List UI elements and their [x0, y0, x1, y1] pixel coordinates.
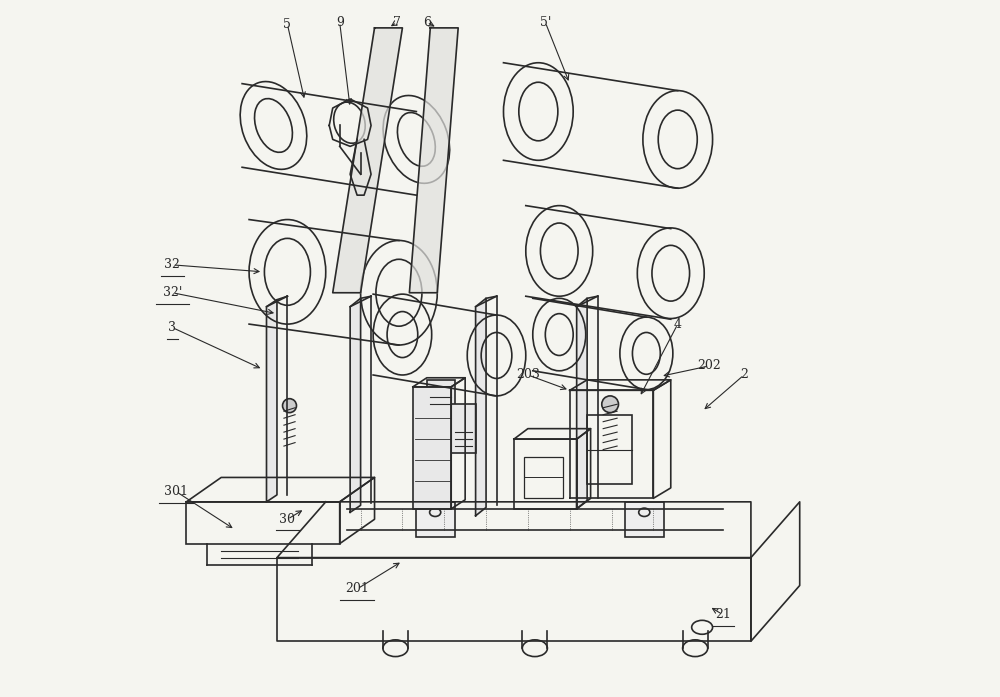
Text: 3: 3	[168, 321, 176, 334]
Ellipse shape	[283, 399, 296, 413]
Text: 2: 2	[740, 369, 748, 381]
Polygon shape	[409, 28, 458, 293]
Polygon shape	[333, 28, 402, 293]
Bar	[514, 439, 577, 509]
Polygon shape	[577, 298, 587, 509]
Text: 5: 5	[283, 18, 291, 31]
Text: 301: 301	[164, 485, 188, 498]
Text: 201: 201	[345, 583, 369, 595]
Bar	[186, 502, 340, 544]
Text: 202: 202	[697, 360, 721, 372]
Bar	[427, 380, 455, 432]
Text: 32: 32	[164, 259, 180, 271]
Polygon shape	[476, 298, 486, 516]
Bar	[625, 502, 664, 537]
Bar	[416, 502, 455, 537]
Bar	[413, 387, 451, 509]
Text: 203: 203	[516, 369, 540, 381]
Text: 21: 21	[715, 608, 731, 621]
Text: 30: 30	[279, 513, 295, 526]
Bar	[430, 404, 439, 425]
Bar	[441, 404, 451, 425]
Text: 6: 6	[423, 16, 431, 29]
Text: 7: 7	[393, 16, 401, 29]
Bar	[524, 457, 563, 498]
Text: 5': 5'	[540, 16, 551, 29]
Polygon shape	[267, 300, 277, 502]
Bar	[451, 404, 476, 453]
Ellipse shape	[602, 396, 618, 413]
Polygon shape	[350, 298, 361, 512]
Text: 4: 4	[674, 318, 682, 330]
Text: 32': 32'	[163, 286, 182, 299]
Bar	[587, 415, 632, 484]
Text: 9: 9	[336, 16, 344, 29]
